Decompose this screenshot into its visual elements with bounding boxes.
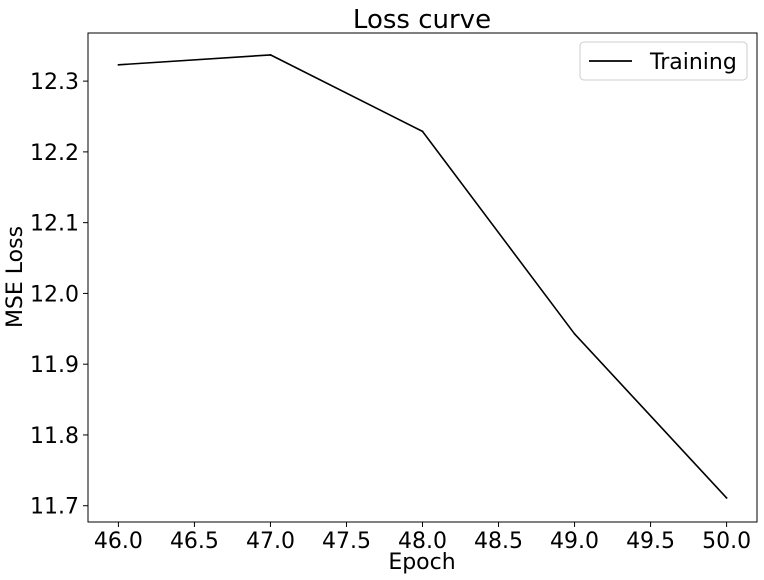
x-tick-label: 48.0 bbox=[398, 529, 447, 554]
y-tick-label: 12.2 bbox=[30, 141, 79, 166]
y-tick-label: 12.3 bbox=[30, 70, 79, 95]
y-tick-label: 11.9 bbox=[30, 353, 79, 378]
y-tick-label: 11.7 bbox=[30, 495, 79, 520]
x-tick-label: 48.5 bbox=[474, 529, 523, 554]
x-axis-label: Epoch bbox=[388, 550, 455, 575]
data-point bbox=[269, 54, 272, 56]
y-axis-ticks: 11.7 11.8 11.9 12.0 12.1 12.2 12.3 bbox=[30, 70, 88, 520]
series-layer bbox=[117, 54, 728, 499]
x-tick-label: 46.0 bbox=[94, 529, 143, 554]
x-tick-label: 47.5 bbox=[322, 529, 371, 554]
x-tick-label: 49.5 bbox=[626, 529, 675, 554]
x-tick-label: 47.0 bbox=[246, 529, 295, 554]
legend-label-training: Training bbox=[649, 50, 737, 75]
x-tick-label: 46.5 bbox=[170, 529, 219, 554]
plot-area-frame bbox=[87, 32, 758, 523]
legend-box bbox=[579, 41, 748, 81]
data-point bbox=[725, 497, 728, 499]
y-tick-label: 12.0 bbox=[30, 282, 79, 307]
chart-title: Loss curve bbox=[353, 5, 491, 35]
y-tick-label: 12.1 bbox=[30, 212, 79, 237]
x-axis-ticks: 46.0 46.5 47.0 47.5 48.0 48.5 49.0 49.5 50.0 bbox=[94, 522, 751, 554]
y-tick-label: 11.8 bbox=[30, 424, 79, 449]
legend: Training bbox=[579, 41, 748, 81]
data-point bbox=[573, 332, 576, 335]
x-tick-label: 50.0 bbox=[702, 529, 751, 554]
data-point bbox=[117, 63, 120, 66]
x-tick-label: 49.0 bbox=[550, 529, 599, 554]
series-line-training bbox=[118, 54, 728, 499]
data-point bbox=[421, 130, 424, 133]
y-axis-label: MSE Loss bbox=[3, 226, 28, 328]
